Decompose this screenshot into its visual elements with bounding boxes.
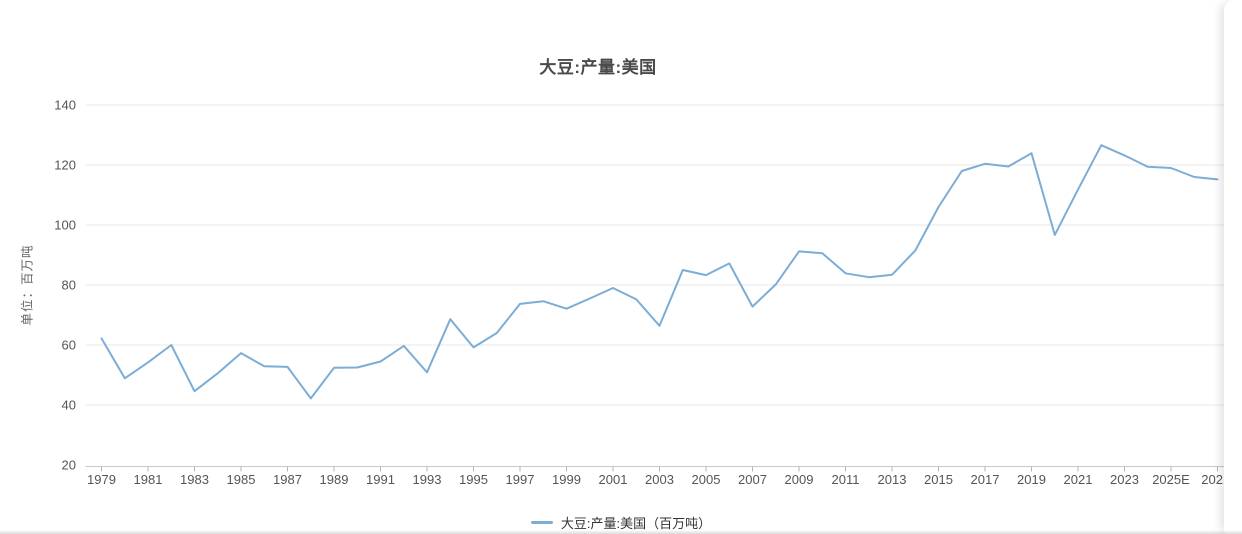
x-tick-label-1985: 1985	[227, 472, 256, 487]
x-tick-label-2003: 2003	[645, 472, 674, 487]
x-tick-label-1993: 1993	[413, 472, 442, 487]
x-tick-label-1983: 1983	[180, 472, 209, 487]
y-tick-label-120: 120	[54, 158, 76, 173]
y-tick-label-80: 80	[62, 278, 76, 293]
x-tick-label-2007: 2007	[738, 472, 767, 487]
x-tick-label-1987: 1987	[273, 472, 302, 487]
x-tick-label-1997: 1997	[506, 472, 535, 487]
y-tick-label-60: 60	[62, 338, 76, 353]
y-tick-label-20: 20	[62, 458, 76, 473]
x-tick-label-2011: 2011	[832, 472, 860, 487]
x-tick-label-1979: 1979	[87, 472, 116, 487]
x-tick-label-2023: 2023	[1110, 472, 1139, 487]
bottom-edge-shadow	[0, 530, 1242, 534]
chart-title: 大豆:产量:美国	[539, 58, 657, 77]
x-tick-label-2019: 2019	[1017, 472, 1046, 487]
x-tick-label-1989: 1989	[320, 472, 349, 487]
x-tick-label-1991: 1991	[366, 472, 395, 487]
x-tick-label-2005: 2005	[692, 472, 721, 487]
x-tick-label-2017: 2017	[971, 472, 1000, 487]
x-tick-label-2013: 2013	[878, 472, 907, 487]
right-panel-edge	[1224, 0, 1242, 534]
y-tick-label-40: 40	[62, 398, 76, 413]
x-tick-label-1995: 1995	[459, 472, 488, 487]
x-tick-label-2025E: 2025E	[1152, 472, 1190, 487]
y-tick-label-140: 140	[54, 98, 76, 113]
x-tick-label-1999: 1999	[552, 472, 581, 487]
x-tick-label-1981: 1981	[134, 472, 163, 487]
x-tick-label-2021: 2021	[1064, 472, 1093, 487]
y-tick-label-100: 100	[54, 218, 76, 233]
series-line-soybean-us[interactable]	[100, 144, 1219, 400]
legend-item-soybean-us[interactable]: 大豆:产量:美国（百万吨）	[0, 513, 1242, 532]
x-tick-label-2009: 2009	[785, 472, 814, 487]
legend-label: 大豆:产量:美国（百万吨）	[560, 516, 712, 531]
x-tick-label-2015: 2015	[924, 472, 953, 487]
legend-line-marker	[530, 521, 553, 524]
x-tick-label-2001: 2001	[599, 472, 628, 487]
